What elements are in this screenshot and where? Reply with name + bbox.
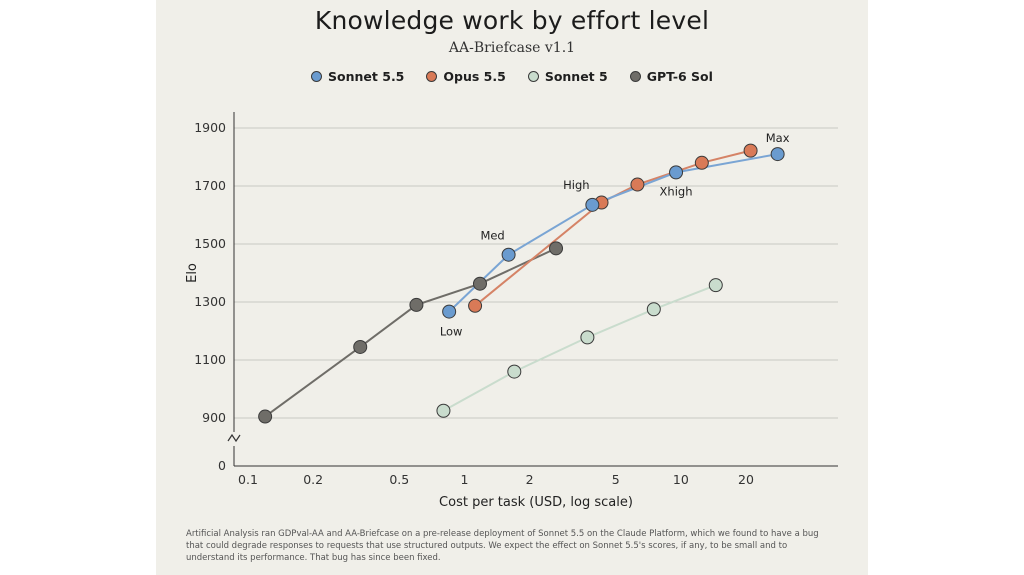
legend-item-sonnet-5-5: Sonnet 5.5 <box>311 69 404 84</box>
data-point-sonnet-5-5 <box>770 147 785 162</box>
data-point-label: Max <box>766 131 790 145</box>
legend-swatch <box>527 71 539 82</box>
y-tick-label: 1100 <box>194 352 226 367</box>
data-point-opus-5-5 <box>694 155 709 170</box>
data-point-sonnet-5-5 <box>585 197 600 212</box>
chart-panel: Knowledge work by effort level AA-Briefc… <box>156 0 868 575</box>
data-point-sonnet-5 <box>507 364 522 379</box>
legend-item-sonnet-5: Sonnet 5 <box>527 69 608 84</box>
chart-footnote: Artificial Analysis ran GDPval-AA and AA… <box>186 529 819 563</box>
data-point-sonnet-5 <box>646 302 661 317</box>
x-tick-label: 2 <box>526 472 534 487</box>
data-point-sonnet-5 <box>708 278 723 293</box>
data-point-opus-5-5 <box>743 143 758 158</box>
y-tick-label: 1700 <box>194 178 226 193</box>
x-tick-label: 10 <box>673 472 689 487</box>
axis-break-mark <box>227 433 241 443</box>
data-point-gpt-6-sol <box>353 339 368 354</box>
data-point-gpt-6-sol <box>258 409 273 424</box>
chart-subtitle: AA-Briefcase v1.1 <box>448 40 576 56</box>
x-tick-label: 0.2 <box>303 472 323 487</box>
x-tick-label: 5 <box>612 472 620 487</box>
data-point-sonnet-5-5 <box>442 304 457 319</box>
legend-label: Sonnet 5 <box>544 69 608 84</box>
series-line-opus-5-5 <box>474 149 751 307</box>
data-point-sonnet-5 <box>580 330 595 345</box>
data-point-sonnet-5 <box>436 403 451 418</box>
chart-title: Knowledge work by effort level <box>314 6 710 35</box>
legend-label: Opus 5.5 <box>443 69 506 84</box>
x-tick-label: 0.1 <box>238 472 258 487</box>
data-point-gpt-6-sol <box>549 241 564 256</box>
y-tick-label: 900 <box>202 410 226 425</box>
data-point-gpt-6-sol <box>472 276 487 291</box>
data-point-label: Xhigh <box>660 184 693 198</box>
chart-legend: Sonnet 5.5 Opus 5.5 Sonnet 5 GPT-6 Sol <box>156 69 868 84</box>
y-axis-title: Elo <box>185 263 200 283</box>
y-tick-label: 1500 <box>194 236 226 251</box>
y-tick-label: 1900 <box>194 120 226 135</box>
data-point-gpt-6-sol <box>409 297 424 312</box>
data-point-label: Med <box>480 229 504 243</box>
x-axis-title: Cost per task (USD, log scale) <box>439 495 633 510</box>
y-tick-label-zero: 0 <box>218 458 226 473</box>
data-point-sonnet-5-5 <box>669 165 684 180</box>
data-point-opus-5-5 <box>630 177 645 192</box>
data-point-opus-5-5 <box>468 298 483 313</box>
x-tick-label: 20 <box>738 472 754 487</box>
legend-label: Sonnet 5.5 <box>328 69 405 84</box>
series-line-sonnet-5 <box>443 284 717 412</box>
legend-item-opus-5-5: Opus 5.5 <box>426 69 506 84</box>
data-point-label: Low <box>440 325 463 339</box>
data-point-label: High <box>563 178 589 192</box>
x-tick-label: 1 <box>460 472 468 487</box>
legend-swatch <box>629 71 641 82</box>
legend-label: GPT-6 Sol <box>646 69 713 84</box>
data-point-sonnet-5-5 <box>501 247 516 262</box>
legend-item-gpt-6-sol: GPT-6 Sol <box>629 69 713 84</box>
x-tick-label: 0.5 <box>389 472 409 487</box>
chart-plot: 900 1100 1300 1500 1700 1900 0 0.1 0.2 0.5 1 2 5 10 20… <box>185 112 838 510</box>
series-line-gpt-6-sol <box>264 247 557 418</box>
y-tick-label: 1300 <box>194 294 226 309</box>
legend-swatch <box>311 71 323 82</box>
legend-swatch <box>426 71 438 82</box>
